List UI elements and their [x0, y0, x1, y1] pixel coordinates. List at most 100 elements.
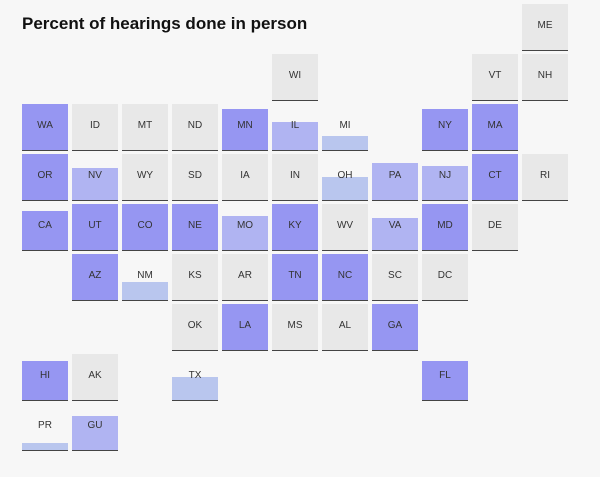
state-label: AL [338, 320, 352, 331]
state-tile-or[interactable]: OR [22, 154, 68, 201]
state-tile-sd[interactable]: SD [172, 154, 218, 201]
state-tile-nv[interactable]: NV [72, 154, 118, 201]
tile-fill [272, 254, 318, 300]
state-tile-nj[interactable]: NJ [422, 154, 468, 201]
tile-fill [422, 108, 468, 150]
state-tile-nh[interactable]: NH [522, 54, 568, 101]
state-label: LA [238, 320, 252, 331]
state-tile-gu[interactable]: GU [72, 404, 118, 451]
state-label: PA [388, 170, 402, 181]
state-tile-mi[interactable]: MI [322, 104, 368, 151]
state-tile-md[interactable]: MD [422, 204, 468, 251]
state-tile-mn[interactable]: MN [222, 104, 268, 151]
state-tile-nm[interactable]: NM [122, 254, 168, 301]
tile-fill [222, 215, 268, 250]
state-tile-ca[interactable]: CA [22, 204, 68, 251]
tile-fill [372, 217, 418, 250]
state-tile-nd[interactable]: ND [172, 104, 218, 151]
state-tile-co[interactable]: CO [122, 204, 168, 251]
chart-title: Percent of hearings done in person [22, 14, 308, 33]
tile-background [322, 304, 368, 350]
state-tile-de[interactable]: DE [472, 204, 518, 251]
state-tile-mo[interactable]: MO [222, 204, 268, 251]
state-tile-ak[interactable]: AK [72, 354, 118, 401]
tile-background [222, 154, 268, 200]
state-tile-oh[interactable]: OH [322, 154, 368, 201]
state-tile-ok[interactable]: OK [172, 304, 218, 351]
state-label: WA [37, 120, 53, 131]
tile-fill [322, 254, 368, 300]
state-label: HI [40, 370, 50, 381]
state-tile-ma[interactable]: MA [472, 104, 518, 151]
state-label: AZ [88, 270, 102, 281]
state-tile-al[interactable]: AL [322, 304, 368, 351]
state-label: RI [540, 170, 550, 181]
state-tile-ri[interactable]: RI [522, 154, 568, 201]
state-tile-ne[interactable]: NE [172, 204, 218, 251]
state-label: NV [88, 170, 102, 181]
state-label: AK [88, 370, 102, 381]
state-tile-tn[interactable]: TN [272, 254, 318, 301]
state-tile-ut[interactable]: UT [72, 204, 118, 251]
state-label: MN [237, 120, 253, 131]
state-label: MA [487, 120, 503, 131]
state-tile-pr[interactable]: PR [22, 404, 68, 451]
state-label: VT [488, 70, 502, 81]
tile-fill [372, 304, 418, 350]
state-tile-wv[interactable]: WV [322, 204, 368, 251]
state-tile-tx[interactable]: TX [172, 354, 218, 401]
state-tile-mt[interactable]: MT [122, 104, 168, 151]
state-tile-va[interactable]: VA [372, 204, 418, 251]
state-tile-nc[interactable]: NC [322, 254, 368, 301]
state-label: SC [388, 270, 402, 281]
state-tile-sc[interactable]: SC [372, 254, 418, 301]
state-label: GU [87, 420, 103, 431]
state-label: AR [238, 270, 252, 281]
tile-background [222, 254, 268, 300]
state-tile-ks[interactable]: KS [172, 254, 218, 301]
tile-fill [472, 104, 518, 150]
state-label: CT [488, 170, 502, 181]
tile-background [72, 354, 118, 400]
state-label: NY [438, 120, 452, 131]
state-label: GA [387, 320, 403, 331]
state-tile-ar[interactable]: AR [222, 254, 268, 301]
state-tile-in[interactable]: IN [272, 154, 318, 201]
state-tile-ms[interactable]: MS [272, 304, 318, 351]
state-label: WY [136, 170, 154, 181]
state-tile-vt[interactable]: VT [472, 54, 518, 101]
state-tile-ga[interactable]: GA [372, 304, 418, 351]
state-label: MT [137, 120, 153, 131]
state-tile-wy[interactable]: WY [122, 154, 168, 201]
tile-background [472, 204, 518, 250]
state-label: KS [188, 270, 202, 281]
state-label: NC [337, 270, 353, 281]
state-tile-wi[interactable]: WI [272, 54, 318, 101]
tile-fill [22, 104, 68, 150]
state-tile-ct[interactable]: CT [472, 154, 518, 201]
state-tile-ia[interactable]: IA [222, 154, 268, 201]
state-tile-la[interactable]: LA [222, 304, 268, 351]
tile-background [122, 154, 168, 200]
state-label: ME [537, 20, 553, 31]
tile-fill [372, 163, 418, 200]
state-tile-id[interactable]: ID [72, 104, 118, 151]
state-tile-hi[interactable]: HI [22, 354, 68, 401]
state-label: OR [37, 170, 53, 181]
tile-background [322, 204, 368, 250]
tile-background [72, 104, 118, 150]
state-tile-me[interactable]: ME [522, 4, 568, 51]
tile-fill [72, 167, 118, 200]
state-tile-az[interactable]: AZ [72, 254, 118, 301]
tile-background [272, 154, 318, 200]
state-tile-ky[interactable]: KY [272, 204, 318, 251]
state-tile-ny[interactable]: NY [422, 104, 468, 151]
state-tile-il[interactable]: IL [272, 104, 318, 151]
state-tile-fl[interactable]: FL [422, 354, 468, 401]
state-tile-pa[interactable]: PA [372, 154, 418, 201]
state-label: NJ [438, 170, 452, 181]
state-label: MO [236, 220, 254, 231]
state-label: IN [290, 170, 300, 181]
state-tile-dc[interactable]: DC [422, 254, 468, 301]
state-tile-wa[interactable]: WA [22, 104, 68, 151]
